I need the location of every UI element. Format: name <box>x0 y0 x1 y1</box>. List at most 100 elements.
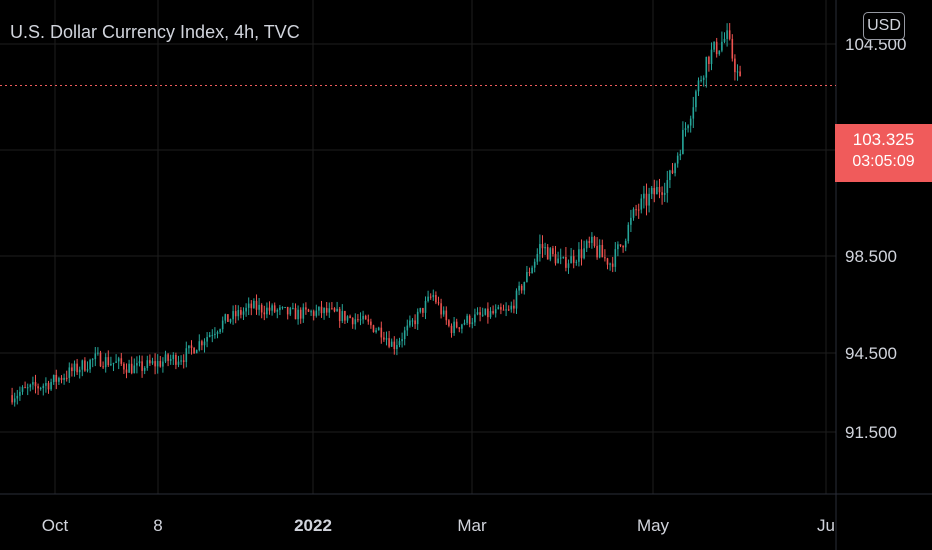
candle-body <box>47 383 50 390</box>
candle-body <box>578 249 580 262</box>
candle-body <box>679 153 682 156</box>
candle-body <box>52 374 55 383</box>
candle-body <box>401 339 403 342</box>
candle-body <box>539 244 541 255</box>
candle-body <box>240 310 242 315</box>
candle-body <box>112 362 115 364</box>
candle-body <box>39 388 42 390</box>
currency-button[interactable]: USD <box>863 12 905 40</box>
candle-body <box>458 327 461 329</box>
candle-body <box>42 385 45 389</box>
candle-body <box>242 311 245 315</box>
candle-body <box>117 358 120 362</box>
candle-body <box>60 377 63 380</box>
candle-body <box>115 361 117 363</box>
candle-body <box>635 209 637 211</box>
candle-body <box>567 263 570 268</box>
candle-body <box>250 303 253 309</box>
candle-body <box>214 333 216 336</box>
candle-body <box>643 193 645 199</box>
candle-body <box>263 312 266 315</box>
candle-body <box>479 312 481 315</box>
candle-body <box>286 306 289 315</box>
candle-body <box>713 41 715 50</box>
candle-body <box>531 267 533 274</box>
candle-body <box>34 382 37 387</box>
candle-body <box>650 187 653 194</box>
candle-body <box>312 311 315 316</box>
candle-body <box>73 363 76 372</box>
candle-body <box>107 357 110 366</box>
candle-body <box>364 315 367 320</box>
candle-body <box>580 249 583 259</box>
candle-body <box>682 129 684 154</box>
candle-body <box>388 338 390 347</box>
candle-body <box>541 244 544 249</box>
candle-body <box>393 341 396 350</box>
candle-body <box>279 307 281 311</box>
candle-body <box>520 285 523 291</box>
candle-body <box>104 357 107 368</box>
candle-body <box>640 198 643 210</box>
candle-body <box>466 315 468 323</box>
candle-body <box>180 360 182 362</box>
candle-body <box>437 302 440 304</box>
candle-body <box>705 56 708 78</box>
candle-body <box>331 308 333 310</box>
candle-body <box>552 248 554 255</box>
candle-body <box>489 311 492 318</box>
candle-body <box>645 193 648 206</box>
candle-body <box>224 314 227 321</box>
candle-body <box>294 307 297 320</box>
candle-body <box>154 361 156 367</box>
candle-body <box>297 309 299 320</box>
candle-body <box>190 345 193 348</box>
candle-body <box>50 382 52 390</box>
candle-body <box>13 398 16 403</box>
candle-body <box>523 281 526 291</box>
candle-body <box>175 354 177 365</box>
candle-body <box>227 314 229 322</box>
candle-body <box>440 303 442 315</box>
candle-body <box>156 361 159 367</box>
candle-body <box>500 307 502 310</box>
candle-body <box>130 363 133 374</box>
candle-body <box>656 186 658 195</box>
candle-body <box>424 300 427 313</box>
candle-body <box>81 360 84 370</box>
candle-body <box>182 360 185 362</box>
candle-body <box>245 307 247 312</box>
candle-body <box>487 308 489 318</box>
candle-body <box>611 263 614 267</box>
candle-body <box>102 366 104 368</box>
candle-body <box>151 361 154 364</box>
candle-body <box>736 71 739 73</box>
candle-body <box>346 316 349 321</box>
candle-body <box>554 254 557 264</box>
candle-body <box>201 341 203 346</box>
candle-body <box>169 359 172 361</box>
candle-body <box>572 256 575 263</box>
candle-body <box>63 377 65 380</box>
candle-body <box>45 383 47 386</box>
bar-countdown: 03:05:09 <box>852 153 915 170</box>
candle-body <box>211 335 214 337</box>
candle-body <box>648 193 650 206</box>
candle-body <box>549 248 552 260</box>
candle-body <box>726 30 728 39</box>
candle-body <box>442 310 445 315</box>
candle-body <box>526 272 528 282</box>
candle-body <box>208 335 211 337</box>
candle-body <box>273 305 276 312</box>
candle-body <box>661 192 663 195</box>
candle-body <box>671 170 674 174</box>
candle-body <box>229 319 232 322</box>
candle-body <box>702 77 705 80</box>
candle-body <box>596 245 598 258</box>
candle-body <box>268 307 271 311</box>
candle-body <box>284 306 286 308</box>
candle-body <box>515 290 518 309</box>
candle-body <box>68 367 71 378</box>
candle-body <box>276 310 279 312</box>
